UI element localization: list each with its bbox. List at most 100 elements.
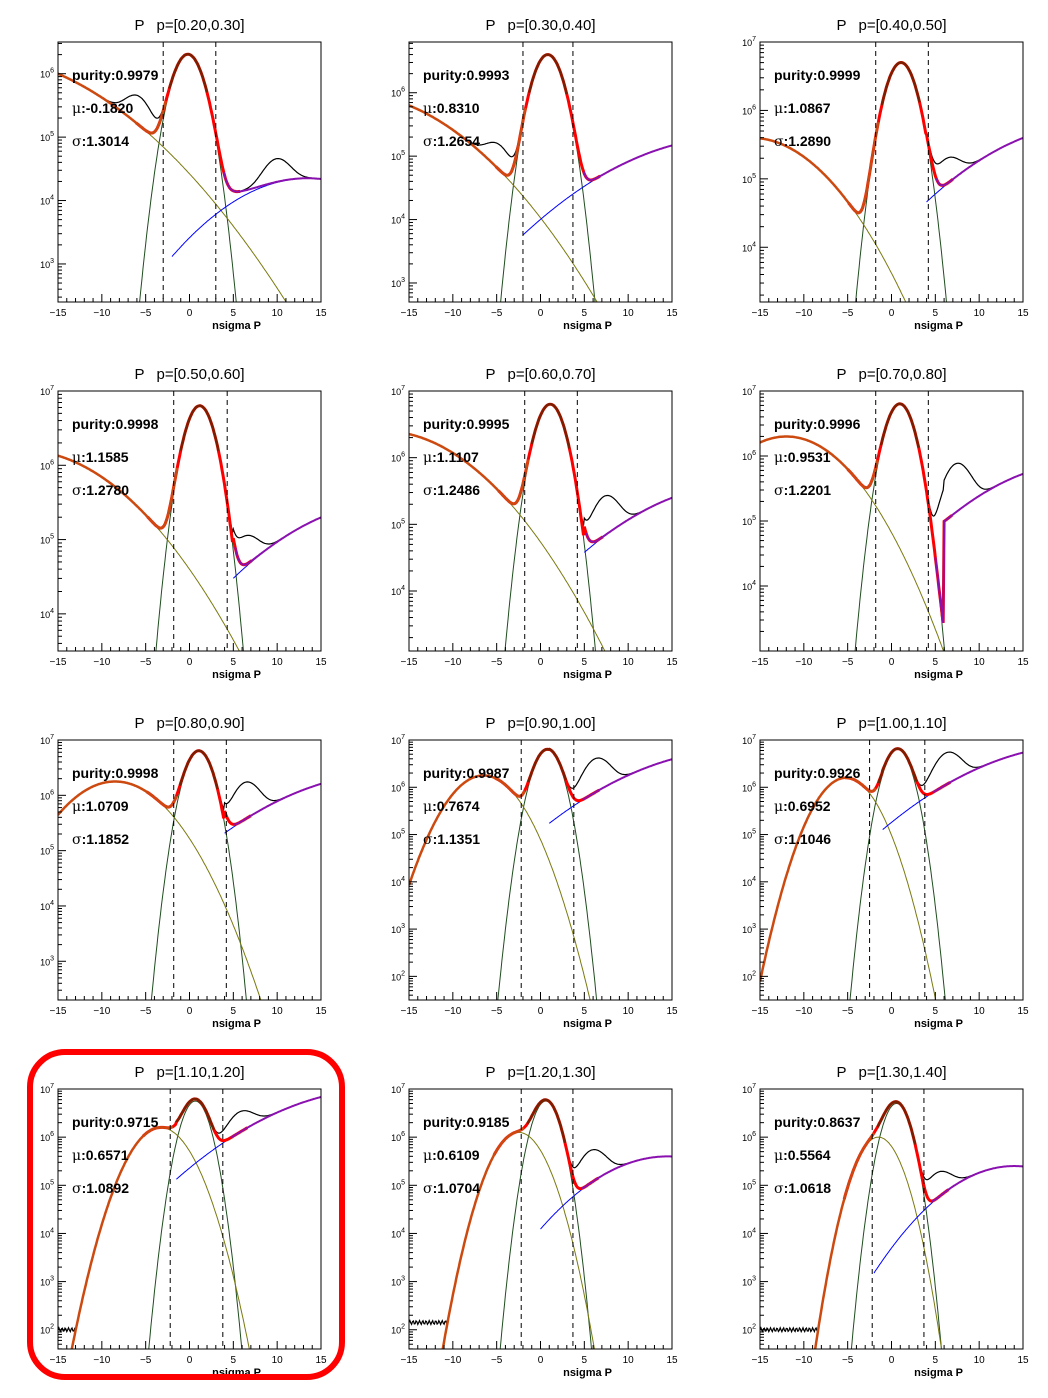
signal-fit-curve	[168, 53, 209, 93]
mean-label: μ:0.8310	[423, 100, 480, 117]
x-tick-label: 5	[582, 308, 588, 319]
mean-label: μ:0.6109	[423, 1147, 480, 1164]
purity-label: purity:0.9926	[774, 765, 861, 781]
left-background-fit	[70, 1125, 174, 1349]
x-axis-label: nsigma P	[914, 1367, 963, 1379]
total-fit-curve	[494, 747, 600, 803]
y-tick-label: 104	[391, 585, 405, 597]
x-tick-label: 10	[272, 657, 284, 668]
x-tick-label: 5	[231, 657, 237, 668]
purity-label: purity:0.8637	[774, 1114, 861, 1130]
y-tick-label: 107	[391, 734, 405, 746]
purity-label: purity:0.9979	[72, 67, 159, 83]
y-tick-label: 105	[742, 515, 756, 527]
x-tick-label: 5	[933, 308, 939, 319]
y-tick-label: 104	[742, 876, 756, 888]
mean-label: μ:0.6952	[774, 798, 831, 815]
signal-fit-curve	[530, 402, 571, 449]
plot-area	[760, 747, 1023, 1000]
momentum-range: p=[0.30,0.40]	[508, 17, 596, 34]
y-tick-label: 103	[742, 1276, 756, 1288]
data-histogram	[760, 747, 1023, 977]
x-tick-label: 5	[933, 657, 939, 668]
x-tick-label: −10	[93, 308, 110, 319]
signal-gaussian	[500, 54, 596, 302]
x-tick-label: 0	[889, 1006, 895, 1017]
y-tick-label: 103	[391, 1276, 405, 1288]
y-tick-label: 106	[391, 87, 405, 99]
y-tick-label: 106	[391, 1131, 405, 1143]
right-background-fit	[222, 171, 321, 193]
x-axis-label: nsigma P	[212, 1367, 261, 1379]
x-tick-label: 15	[666, 308, 678, 319]
purity-label: purity:0.9995	[423, 416, 510, 432]
particle-label: P	[485, 1064, 495, 1081]
x-tick-label: 15	[315, 657, 327, 668]
x-tick-label: 5	[231, 1006, 237, 1017]
signal-fit-curve	[879, 402, 920, 448]
right-background-fit	[582, 758, 672, 801]
right-background-curve	[583, 497, 672, 553]
right-background-curve	[882, 752, 1023, 830]
x-tick-label: −5	[842, 657, 854, 668]
x-tick-label: −5	[140, 657, 152, 668]
plot-area	[58, 1096, 321, 1349]
purity-label: purity:0.9993	[423, 67, 510, 83]
momentum-range: p=[0.50,0.60]	[157, 366, 245, 383]
x-tick-label: 0	[187, 657, 193, 668]
x-tick-label: 5	[582, 1006, 588, 1017]
left-background-fit	[58, 72, 168, 135]
x-tick-label: −5	[491, 1355, 503, 1366]
plot-area	[409, 747, 672, 1000]
x-axis-label: nsigma P	[563, 669, 612, 681]
sigma-label: σ:1.2890	[774, 133, 831, 150]
y-tick-label: 105	[742, 173, 756, 185]
y-tick-label: 107	[742, 385, 756, 397]
x-tick-label: 0	[889, 308, 895, 319]
momentum-range: p=[0.20,0.30]	[157, 17, 245, 34]
y-tick-label: 107	[40, 385, 54, 397]
x-tick-label: 5	[582, 657, 588, 668]
y-tick-label: 104	[40, 195, 54, 207]
mean-label: μ:-0.1820	[72, 100, 133, 117]
sigma-label: σ:1.2201	[774, 482, 831, 499]
left-background-fit	[58, 454, 179, 530]
momentum-range: p=[1.20,1.30]	[508, 1064, 596, 1081]
sigma-label: σ:1.2486	[423, 482, 480, 499]
x-tick-label: 10	[623, 657, 635, 668]
x-axis-label: nsigma P	[212, 669, 261, 681]
right-background-fit	[585, 496, 672, 543]
x-tick-label: 5	[231, 308, 237, 319]
x-tick-label: −15	[401, 308, 418, 319]
x-tick-label: 10	[974, 308, 986, 319]
y-tick-label: 104	[40, 608, 54, 620]
y-tick-label: 106	[742, 450, 756, 462]
mean-label: μ:0.6571	[72, 1147, 129, 1164]
left-background-fit	[760, 121, 880, 215]
x-tick-label: −15	[752, 308, 769, 319]
x-tick-label: 15	[1017, 1355, 1029, 1366]
x-tick-label: 0	[538, 308, 544, 319]
x-axis-label: nsigma P	[212, 320, 261, 332]
total-fit-curve	[141, 1097, 249, 1143]
mean-label: μ:1.1107	[423, 449, 479, 466]
mean-label: μ:0.9531	[774, 449, 831, 466]
y-tick-label: 105	[742, 829, 756, 841]
x-tick-label: −10	[444, 657, 461, 668]
right-background-fit	[234, 782, 321, 826]
x-tick-label: −10	[795, 657, 812, 668]
sigma-label: σ:1.0892	[72, 1180, 129, 1197]
